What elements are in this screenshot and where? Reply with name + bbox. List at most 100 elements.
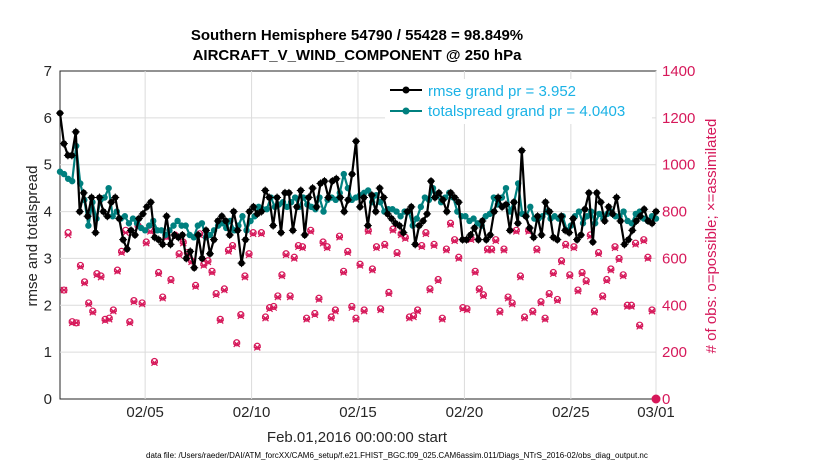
obs-assimilated-point bbox=[159, 294, 167, 302]
obs-possible-point bbox=[76, 261, 85, 270]
rmse-point-star bbox=[190, 263, 199, 272]
rmse-point-star bbox=[257, 207, 266, 216]
rmse-point-star bbox=[277, 228, 286, 237]
obs-possible-point bbox=[327, 313, 335, 321]
rmse-point-star bbox=[363, 221, 372, 230]
obs-assimilated-point bbox=[249, 230, 257, 238]
x-tick-label: 02/15 bbox=[339, 404, 377, 421]
rmse-point-star bbox=[470, 223, 479, 232]
obs-possible-point bbox=[582, 277, 590, 285]
totalspread-point bbox=[364, 187, 372, 194]
totalspread-point bbox=[320, 208, 327, 215]
obs-assimilated-point bbox=[516, 273, 524, 281]
footnote: data file: /Users/raeder/DAI/ATM_forcXX/… bbox=[146, 451, 648, 460]
rmse-point-star bbox=[288, 226, 297, 235]
obs-possible-point bbox=[438, 314, 446, 322]
obs-possible-point bbox=[154, 268, 163, 277]
rmse-point-star bbox=[355, 202, 364, 211]
obs-assimilated-point bbox=[475, 286, 483, 294]
obs-possible-point bbox=[562, 240, 570, 248]
totalspread-point bbox=[105, 184, 112, 192]
y-tick-label-right: 1000 bbox=[662, 157, 695, 174]
rmse-point-star bbox=[249, 202, 258, 211]
obs-possible-point bbox=[335, 232, 344, 240]
obs-possible-point bbox=[175, 250, 183, 258]
obs-possible-point bbox=[286, 292, 294, 300]
rmse-point-star bbox=[450, 193, 459, 202]
rmse-point-star bbox=[99, 207, 108, 216]
obs-assimilated-point bbox=[167, 277, 175, 285]
rmse-point-star bbox=[87, 193, 96, 202]
obs-possible-point bbox=[508, 299, 516, 307]
rmse-point-star bbox=[83, 212, 92, 221]
obs-assimilated-point bbox=[640, 237, 648, 245]
rmse-point-star bbox=[178, 231, 187, 239]
rmse-point-star bbox=[59, 139, 68, 148]
obs-assimilated-point bbox=[89, 308, 97, 316]
rmse-point-star bbox=[584, 188, 593, 197]
rmse-point-star bbox=[233, 226, 242, 235]
rmse-point-star bbox=[474, 235, 483, 244]
totalspread-point bbox=[121, 213, 129, 220]
rmse-point-star bbox=[415, 221, 424, 230]
obs-possible-point bbox=[414, 306, 422, 314]
obs-possible-point bbox=[385, 288, 393, 296]
obs-assimilated-point bbox=[582, 278, 590, 286]
obs-assimilated-point bbox=[237, 312, 245, 320]
obs-possible-point bbox=[191, 281, 200, 289]
obs-possible-point bbox=[434, 275, 442, 284]
obs-possible-point bbox=[253, 342, 261, 350]
obs-assimilated-point bbox=[521, 314, 529, 322]
obs-possible-point bbox=[426, 285, 434, 293]
obs-assimilated-point bbox=[619, 272, 627, 280]
obs-assimilated-point bbox=[274, 293, 282, 301]
rmse-point-star bbox=[541, 198, 550, 207]
rmse-point-star bbox=[557, 212, 566, 221]
rmse-point-star bbox=[67, 151, 76, 160]
rmse-point-star bbox=[604, 202, 613, 211]
obs-possible-point bbox=[241, 272, 249, 280]
rmse-point-star bbox=[403, 207, 412, 216]
obs-assimilated-point bbox=[463, 306, 471, 314]
rmse-point-star bbox=[359, 193, 368, 202]
totalspread-point bbox=[129, 215, 137, 222]
rmse-point-star bbox=[352, 137, 361, 146]
rmse-point-star bbox=[553, 235, 562, 244]
rmse-point-star bbox=[608, 209, 617, 218]
rmse-point-star bbox=[616, 216, 625, 225]
obs-assimilated-point bbox=[434, 277, 442, 285]
rmse-point-star bbox=[213, 216, 222, 225]
rmse-point-star bbox=[628, 226, 637, 235]
obs-assimilated-point bbox=[233, 340, 241, 348]
rmse-point-star bbox=[225, 231, 234, 239]
rmse-point-star bbox=[375, 184, 384, 193]
rmse-point-star bbox=[624, 235, 633, 244]
obs-possible-point bbox=[274, 292, 282, 300]
rmse-point-star bbox=[529, 233, 538, 242]
x-tick-label: 02/10 bbox=[233, 404, 271, 421]
obs-possible-point bbox=[619, 271, 627, 279]
obs-possible-point bbox=[549, 268, 557, 277]
rmse-point-star bbox=[111, 193, 120, 202]
obs-possible-point bbox=[216, 315, 224, 323]
rmse-point-star bbox=[308, 184, 317, 193]
y-tick-label: 6 bbox=[44, 110, 52, 127]
rmse-point-star bbox=[158, 240, 167, 249]
obs-possible-point bbox=[446, 219, 455, 227]
obs-assimilated-point bbox=[352, 315, 360, 323]
obs-possible-point bbox=[631, 239, 640, 247]
obs-possible-point bbox=[393, 248, 401, 257]
obs-possible-point bbox=[348, 302, 356, 311]
rmse-point-star bbox=[292, 202, 301, 211]
chart-title: Southern Hemisphere 54790 / 55428 = 98.8… bbox=[191, 27, 523, 44]
rmse-point-star bbox=[261, 186, 270, 195]
obs-assimilated-point bbox=[438, 315, 446, 323]
totalspread-point bbox=[206, 231, 214, 239]
obs-assimilated-point bbox=[373, 244, 381, 252]
obs-assimilated-point bbox=[368, 266, 376, 274]
totalspread-point bbox=[462, 213, 469, 220]
totalspread-point bbox=[340, 170, 348, 178]
totalspread-point bbox=[109, 213, 116, 220]
totalspread-point bbox=[620, 208, 627, 215]
